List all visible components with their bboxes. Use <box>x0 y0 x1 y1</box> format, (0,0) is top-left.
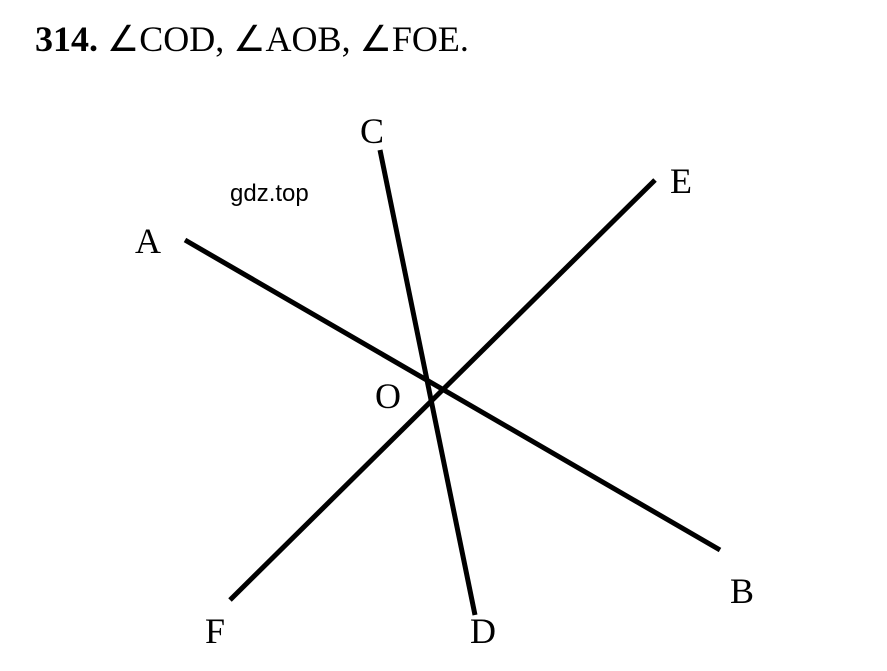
watermark-text: gdz.top <box>230 180 309 208</box>
label-C: C <box>360 110 384 152</box>
line-EF <box>230 180 655 600</box>
label-A: A <box>135 220 161 262</box>
problem-heading: 314. ∠COD, ∠AOB, ∠FOE. <box>35 18 469 60</box>
label-O: O <box>375 375 401 417</box>
angle-list: ∠COD, ∠AOB, ∠FOE. <box>107 19 469 59</box>
geometry-diagram: A B C D E F O gdz.top <box>100 110 780 660</box>
label-F: F <box>205 610 225 652</box>
problem-number: 314. <box>35 19 98 59</box>
label-D: D <box>470 610 496 652</box>
label-E: E <box>670 160 692 202</box>
label-B: B <box>730 570 754 612</box>
